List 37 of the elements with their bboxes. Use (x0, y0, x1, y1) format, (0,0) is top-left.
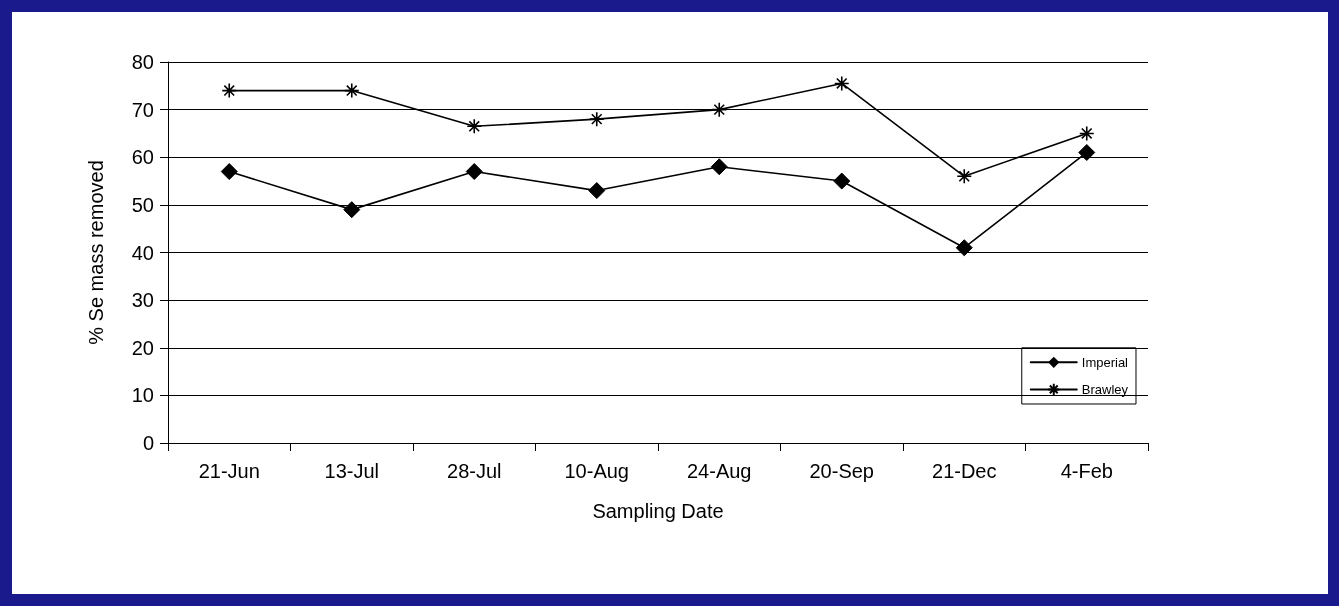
x-tick-label: 21-Jun (198, 460, 260, 482)
x-tick-label: 4-Feb (1060, 460, 1113, 482)
x-tick-label: 20-Sep (809, 460, 874, 482)
point (833, 172, 851, 190)
y-tick-label: 10 (131, 384, 154, 407)
y-tick-label: 70 (131, 98, 154, 121)
y-tick-label: 40 (131, 241, 154, 264)
point (221, 82, 238, 99)
legend-label: Imperial (1081, 354, 1129, 370)
x-tick-label: 21-Dec (932, 460, 997, 482)
point (955, 239, 973, 257)
point (343, 82, 360, 99)
point (588, 182, 606, 200)
y-tick-label: 30 (131, 289, 154, 312)
y-tick-label: 80 (131, 51, 154, 73)
legend-label: Brawley (1081, 381, 1129, 397)
x-tick-label: 10-Aug (564, 460, 629, 482)
point (711, 101, 728, 118)
x-tick-label: 24-Aug (687, 460, 752, 482)
point (343, 201, 361, 219)
point (588, 111, 605, 127)
y-axis-title: % Se mass removed (85, 160, 107, 345)
point (220, 163, 238, 181)
point (1078, 143, 1096, 161)
x-axis-title: Sampling Date (592, 500, 724, 522)
point (710, 158, 728, 176)
point (465, 163, 483, 181)
x-tick-label: 28-Jul (447, 460, 502, 482)
y-tick-label: 60 (131, 146, 154, 169)
y-tick-label: 0 (142, 432, 154, 454)
point (466, 118, 483, 135)
y-tick-label: 50 (131, 193, 154, 216)
point (956, 168, 973, 185)
y-tick-label: 20 (131, 336, 154, 359)
point (1078, 125, 1095, 142)
x-tick-label: 13-Jul (324, 460, 379, 482)
point (833, 75, 850, 92)
